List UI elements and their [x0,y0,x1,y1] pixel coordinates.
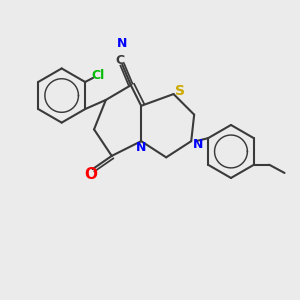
Text: C: C [115,54,124,67]
Text: S: S [175,84,185,98]
Text: N: N [193,138,203,151]
Text: N: N [117,37,127,50]
Text: N: N [136,141,146,154]
Text: O: O [85,167,98,182]
Text: Cl: Cl [92,69,105,82]
